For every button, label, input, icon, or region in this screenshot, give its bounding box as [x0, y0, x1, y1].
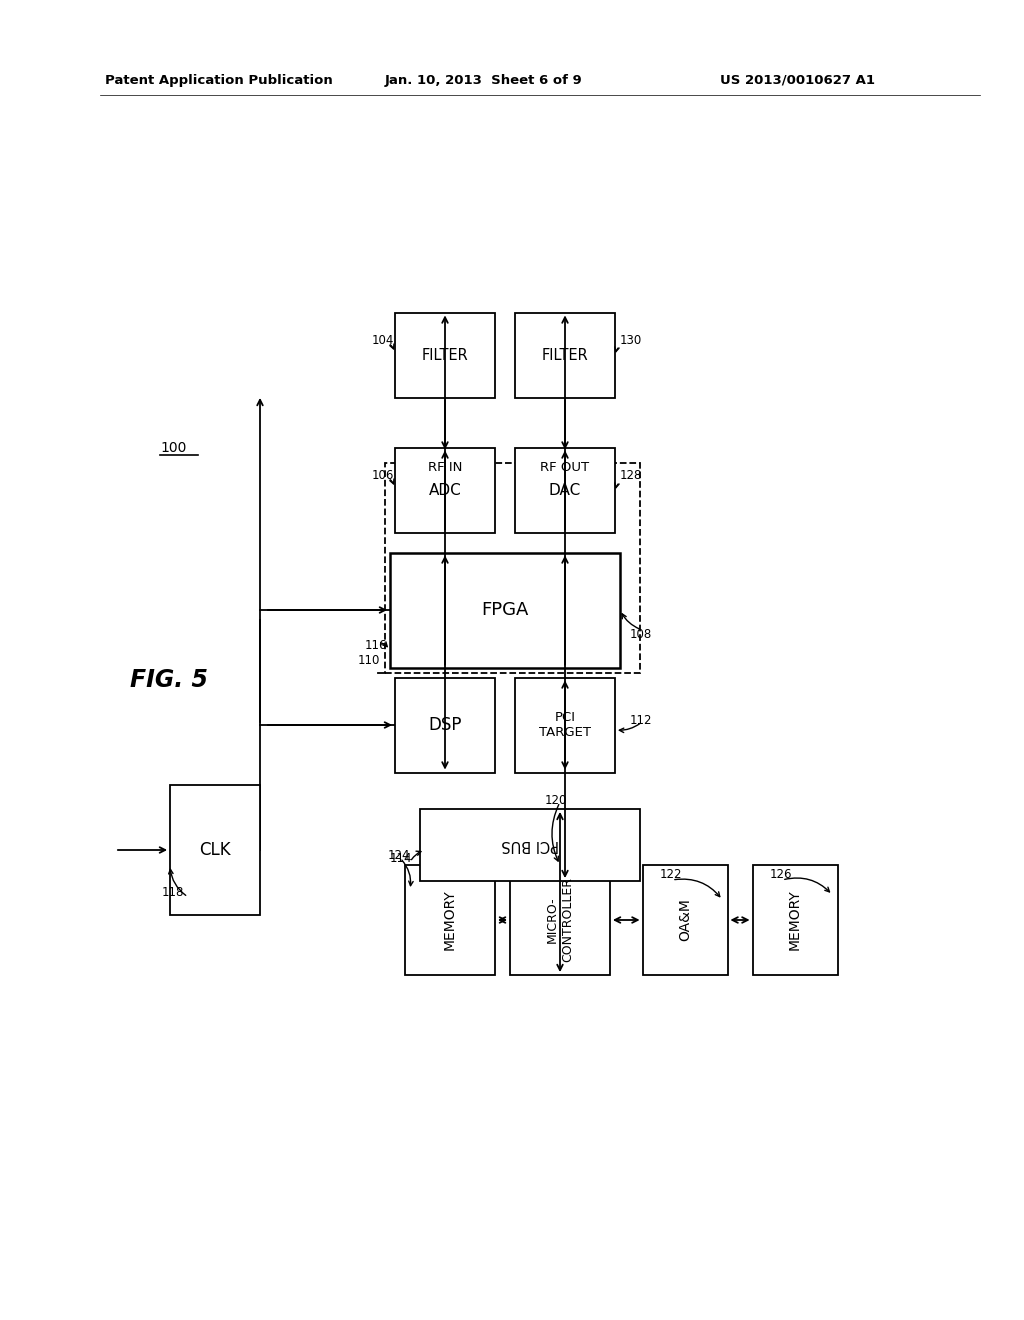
- Text: CLK: CLK: [200, 841, 230, 859]
- Text: US 2013/0010627 A1: US 2013/0010627 A1: [720, 74, 874, 87]
- Bar: [385, 463, 640, 673]
- Bar: [420, 809, 640, 880]
- Bar: [406, 865, 495, 975]
- Text: RF OUT: RF OUT: [541, 461, 590, 474]
- Text: 120: 120: [545, 793, 567, 807]
- Bar: [515, 677, 615, 772]
- Text: DAC: DAC: [549, 483, 582, 498]
- Text: 130: 130: [620, 334, 642, 347]
- Bar: [390, 553, 620, 668]
- Text: FILTER: FILTER: [422, 347, 468, 363]
- Text: 104: 104: [372, 334, 394, 347]
- Text: FILTER: FILTER: [542, 347, 589, 363]
- Text: OA&M: OA&M: [678, 899, 692, 941]
- Text: PCI
TARGET: PCI TARGET: [539, 711, 591, 739]
- Text: 116: 116: [365, 639, 387, 652]
- Text: RF IN: RF IN: [428, 461, 462, 474]
- Text: 124: 124: [388, 849, 411, 862]
- Text: 100: 100: [160, 441, 186, 455]
- Text: 112: 112: [630, 714, 652, 726]
- Bar: [753, 865, 838, 975]
- Bar: [515, 313, 615, 397]
- Text: 122: 122: [660, 869, 683, 882]
- Text: 126: 126: [770, 869, 793, 882]
- Bar: [515, 447, 615, 532]
- Bar: [642, 865, 727, 975]
- Text: MEMORY: MEMORY: [788, 890, 802, 950]
- Text: PCI BUS: PCI BUS: [501, 837, 559, 853]
- Bar: [510, 865, 610, 975]
- Text: MEMORY: MEMORY: [443, 890, 457, 950]
- Bar: [170, 785, 260, 915]
- Text: Patent Application Publication: Patent Application Publication: [105, 74, 333, 87]
- Text: ADC: ADC: [429, 483, 462, 498]
- Text: DSP: DSP: [428, 715, 462, 734]
- Text: 114: 114: [390, 851, 413, 865]
- Bar: [395, 447, 495, 532]
- Text: 106: 106: [372, 469, 394, 482]
- Bar: [395, 313, 495, 397]
- Text: MICRO-
CONTROLLER: MICRO- CONTROLLER: [546, 878, 574, 962]
- Text: 108: 108: [630, 628, 652, 642]
- Text: FPGA: FPGA: [481, 601, 528, 619]
- Text: FIG. 5: FIG. 5: [130, 668, 208, 692]
- Text: 110: 110: [358, 653, 380, 667]
- Bar: [395, 677, 495, 772]
- Text: 128: 128: [620, 469, 642, 482]
- Text: 118: 118: [162, 887, 184, 899]
- Text: Jan. 10, 2013  Sheet 6 of 9: Jan. 10, 2013 Sheet 6 of 9: [385, 74, 583, 87]
